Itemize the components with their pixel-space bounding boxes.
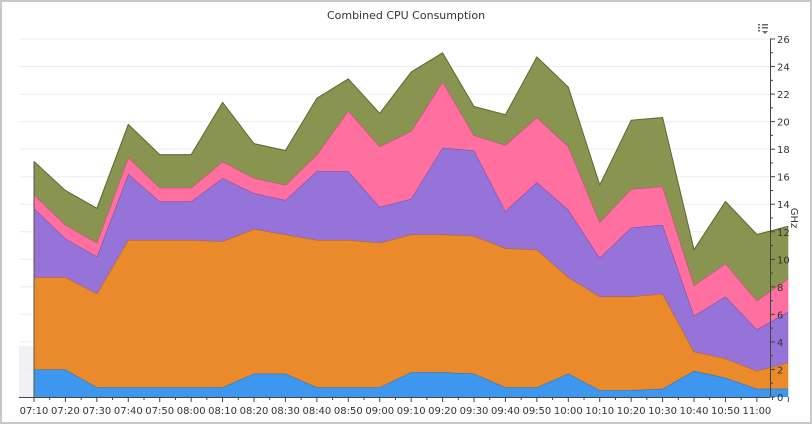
- x-tick-label: 11:00: [742, 406, 771, 417]
- x-tick-label: 08:40: [302, 406, 331, 417]
- y-tick-label: 0: [777, 393, 783, 404]
- x-tick-label: 07:20: [51, 406, 80, 417]
- x-tick-label: 08:50: [334, 406, 363, 417]
- x-tick-label: 08:20: [240, 406, 269, 417]
- area-series-2: [34, 229, 789, 391]
- x-tick-label: 07:50: [145, 406, 174, 417]
- x-tick-label: 09:10: [397, 406, 426, 417]
- area-series-3: [34, 147, 789, 371]
- y-tick-label: 26: [777, 35, 790, 46]
- y-tick-label: 18: [777, 145, 790, 156]
- y-axis-label: GHz: [788, 208, 799, 229]
- area-series-5: [34, 52, 789, 301]
- y-tick-label: 24: [777, 63, 790, 74]
- x-tick-label: 10:00: [554, 406, 583, 417]
- x-tick-label: 08:00: [177, 406, 206, 417]
- x-tick-label: 09:50: [522, 406, 551, 417]
- y-tick-label: 4: [777, 338, 783, 349]
- y-tick-label: 2: [777, 365, 783, 376]
- y-tick-label: 22: [777, 90, 790, 101]
- area-line-series-4: [33, 80, 789, 302]
- x-tick-label: 10:50: [711, 406, 740, 417]
- x-tick-label: 10:30: [648, 406, 677, 417]
- x-tick-label: 09:00: [365, 406, 394, 417]
- x-tick-label: 07:30: [82, 406, 111, 417]
- y-tick-label: 10: [777, 255, 790, 266]
- y-tick-label: 16: [777, 173, 790, 184]
- y-tick-label: 14: [777, 200, 790, 211]
- x-tick-label: 07:10: [20, 406, 49, 417]
- x-tick-label: 10:20: [617, 406, 646, 417]
- y-tick-label: 6: [777, 310, 783, 321]
- x-tick-label: 09:30: [460, 406, 489, 417]
- y-tick-label: 8: [777, 283, 783, 294]
- x-tick-label: 09:20: [428, 406, 457, 417]
- chart-menu-icon[interactable]: [757, 22, 769, 36]
- x-tick-label: 10:10: [585, 406, 614, 417]
- x-tick-label: 10:40: [680, 406, 709, 417]
- area-line-series-5: [33, 52, 789, 251]
- x-tick-label: 09:40: [491, 406, 520, 417]
- x-tick-label: 08:10: [208, 406, 237, 417]
- chart-title: Combined CPU Consumption: [326, 9, 486, 22]
- y-tick-label: 20: [777, 118, 790, 129]
- x-tick-label: 08:30: [271, 406, 300, 417]
- y-tick-label: 12: [777, 228, 790, 239]
- x-tick-label: 07:40: [114, 406, 143, 417]
- plot-band: [19, 346, 34, 397]
